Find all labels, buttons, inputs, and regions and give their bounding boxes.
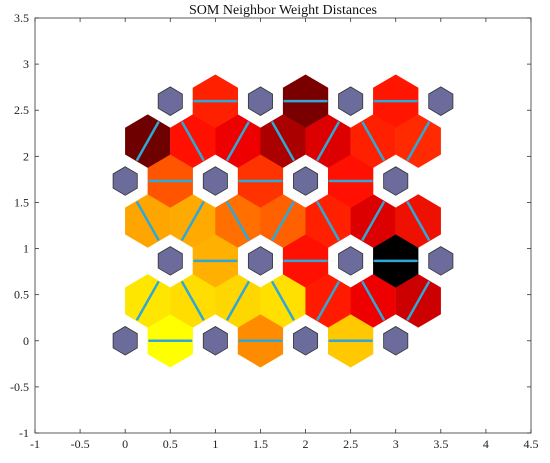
neighbor-line xyxy=(181,201,205,241)
neighbor-line xyxy=(226,281,250,321)
y-tick-label: 2 xyxy=(23,149,29,163)
x-tick-label: 2.5 xyxy=(343,437,358,451)
x-tick-label: 4.5 xyxy=(524,437,539,451)
neuron-hexagon xyxy=(157,246,183,276)
x-tick-label: -1 xyxy=(30,437,40,451)
neighbor-line xyxy=(136,121,160,161)
x-tick-label: 4 xyxy=(483,437,489,451)
neighbor-line xyxy=(226,201,250,241)
y-tick-label: 0.5 xyxy=(14,288,29,302)
neuron-hexagon xyxy=(112,326,138,356)
neighbor-line xyxy=(361,121,385,161)
neuron-hexagon xyxy=(112,166,138,196)
distance-hexagons xyxy=(125,74,441,368)
neighbor-line xyxy=(316,281,340,321)
neuron-hexagon xyxy=(247,86,273,116)
neighbor-lines xyxy=(136,99,430,343)
neuron-hexagon xyxy=(338,246,364,276)
y-tick-label: 1.5 xyxy=(14,195,29,209)
neighbor-line xyxy=(361,201,385,241)
neuron-hexagon xyxy=(428,86,454,116)
neuron-hexagons xyxy=(112,86,454,356)
neuron-hexagon xyxy=(428,246,454,276)
neuron-hexagon xyxy=(383,326,409,356)
neighbor-line xyxy=(361,281,385,321)
neuron-hexagon xyxy=(383,166,409,196)
y-tick-label: -1 xyxy=(19,426,29,440)
neuron-hexagon xyxy=(202,326,228,356)
chart-title: SOM Neighbor Weight Distances xyxy=(189,3,377,18)
x-tick-label: 1 xyxy=(212,437,218,451)
y-tick-label: 3.5 xyxy=(14,11,29,25)
neighbor-line xyxy=(226,121,250,161)
axes-box xyxy=(34,17,532,434)
axis-ticks: -1 -0.5 0 0.5 1 1.5 2 2.5 3 3.5 4 4.5 -1 -0.5 0 0.5 1 1.5… xyxy=(10,11,539,451)
y-tick-label: 3 xyxy=(23,57,29,71)
neighbor-line xyxy=(181,121,205,161)
x-tick-label: 3 xyxy=(393,437,399,451)
neighbor-line xyxy=(136,201,160,241)
x-tick-label: 3.5 xyxy=(433,437,448,451)
neighbor-line xyxy=(316,121,340,161)
neighbor-line xyxy=(406,281,430,321)
y-tick-label: -0.5 xyxy=(10,380,29,394)
neuron-hexagon xyxy=(293,326,319,356)
y-tick-label: 2.5 xyxy=(14,103,29,117)
neuron-hexagon xyxy=(293,166,319,196)
x-tick-label: -0.5 xyxy=(71,437,90,451)
x-tick-label: 1.5 xyxy=(253,437,268,451)
neighbor-line xyxy=(181,281,205,321)
neighbor-line xyxy=(271,281,295,321)
x-tick-label: 0.5 xyxy=(163,437,178,451)
y-tick-label: 1 xyxy=(23,242,29,256)
neighbor-line xyxy=(136,281,160,321)
x-tick-label: 2 xyxy=(303,437,309,451)
neighbor-line xyxy=(406,201,430,241)
neighbor-line xyxy=(271,201,295,241)
neighbor-line xyxy=(316,201,340,241)
y-tick-label: 0 xyxy=(23,334,29,348)
neuron-hexagon xyxy=(202,166,228,196)
neighbor-line xyxy=(406,121,430,161)
neuron-hexagon xyxy=(247,246,273,276)
neuron-hexagon xyxy=(338,86,364,116)
x-tick-label: 0 xyxy=(122,437,128,451)
neuron-hexagon xyxy=(157,86,183,116)
neighbor-line xyxy=(271,121,295,161)
